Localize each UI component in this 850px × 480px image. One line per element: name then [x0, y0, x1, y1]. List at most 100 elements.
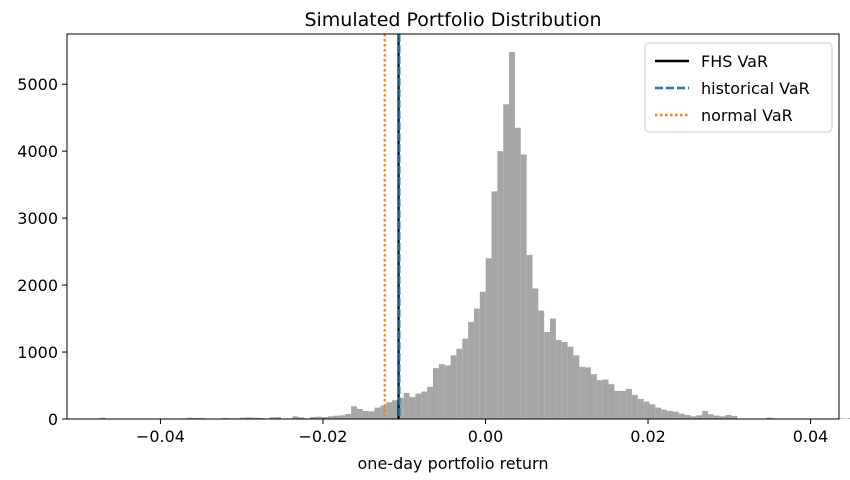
- histogram-bar: [251, 417, 258, 419]
- histogram-bar: [433, 368, 439, 419]
- y-tick-label: 4000: [17, 142, 58, 161]
- histogram-bar: [444, 365, 451, 419]
- y-axis: 0 1000 2000 3000 4000 5000: [17, 75, 67, 429]
- histogram-bar: [333, 415, 340, 419]
- histogram-bar: [713, 415, 720, 419]
- x-axis-label: one-day portfolio return: [358, 454, 549, 473]
- histogram-bar: [602, 379, 609, 419]
- histogram-bar: [655, 407, 662, 419]
- histogram-bar: [99, 417, 106, 419]
- histogram-bar: [661, 409, 668, 419]
- histogram-bar: [356, 408, 363, 419]
- histogram-bar: [351, 406, 357, 419]
- histogram-bar: [456, 348, 463, 419]
- histogram-bar: [538, 310, 545, 419]
- legend: FHS VaR historical VaR normal VaR: [644, 42, 833, 133]
- histogram-bar: [520, 154, 527, 420]
- histogram-bar: [672, 411, 679, 419]
- histogram-bar: [415, 393, 422, 419]
- histogram-bar: [380, 405, 387, 419]
- histogram-bar: [292, 416, 299, 419]
- histogram-bar: [222, 417, 229, 419]
- histogram-bar: [532, 288, 539, 419]
- y-tick-label: 2000: [17, 276, 58, 295]
- histogram-bar: [187, 417, 194, 419]
- histogram-bar: [368, 411, 375, 419]
- histogram-bar: [315, 416, 322, 419]
- histogram-bar: [468, 321, 474, 419]
- histogram-bar: [643, 401, 650, 419]
- histogram-bar: [608, 384, 615, 419]
- histogram-bar: [310, 416, 316, 419]
- y-tick-label: 3000: [17, 209, 58, 228]
- histogram-bar: [637, 398, 644, 419]
- legend-label: normal VaR: [701, 106, 793, 125]
- histogram-bar: [257, 417, 264, 419]
- histogram-bar: [345, 413, 352, 419]
- histogram-bar: [678, 413, 685, 419]
- x-axis: −0.04 −0.02 0.00 0.02 0.04: [136, 419, 828, 446]
- legend-box: [644, 42, 833, 133]
- histogram-bar: [596, 380, 603, 419]
- histogram-bar: [690, 416, 697, 419]
- histogram-bar: [392, 400, 398, 419]
- histogram-bar: [462, 338, 469, 419]
- histogram-bar: [561, 342, 568, 419]
- histogram-bar: [275, 416, 281, 419]
- var-lines: [383, 34, 401, 419]
- histogram-bar: [374, 407, 381, 419]
- histogram-bar: [573, 355, 580, 419]
- histogram-bar: [567, 346, 574, 419]
- histogram-bar: [579, 366, 586, 419]
- histogram-bar: [503, 104, 510, 419]
- histogram-bar: [497, 151, 504, 419]
- histogram-bar: [836, 418, 843, 419]
- histogram-bar: [245, 417, 252, 419]
- histogram-bar: [386, 402, 393, 419]
- histogram-bar: [620, 390, 627, 419]
- histogram-bar: [696, 415, 703, 419]
- histogram-bar: [421, 391, 428, 419]
- histogram-bar: [550, 318, 556, 419]
- histogram-bar: [327, 416, 334, 419]
- histogram-bar: [514, 127, 521, 419]
- histogram-bar: [631, 394, 638, 419]
- legend-label: historical VaR: [701, 79, 810, 98]
- histogram-bar: [438, 364, 445, 419]
- histogram-bar: [590, 374, 597, 419]
- histogram-bar: [766, 417, 773, 419]
- y-tick-label: 0: [48, 410, 58, 429]
- histogram-bar: [526, 254, 533, 419]
- histogram-bar: [708, 414, 714, 419]
- histogram-bar: [362, 410, 369, 419]
- histogram-bar: [684, 414, 691, 419]
- histogram-bar: [427, 386, 434, 419]
- x-tick-label: 0.02: [630, 427, 666, 446]
- histogram-bar: [544, 331, 551, 419]
- histogram-bar: [298, 417, 305, 419]
- histogram-bar: [848, 417, 850, 419]
- histogram-bar: [198, 417, 205, 419]
- histogram-bar: [649, 404, 656, 419]
- histogram-bar: [509, 52, 515, 420]
- histogram-bar: [473, 308, 480, 419]
- histogram-bar: [479, 291, 486, 419]
- x-tick-label: 0.00: [468, 427, 504, 446]
- histogram-bar: [626, 388, 632, 419]
- x-tick-label: 0.04: [793, 427, 829, 446]
- histogram-bar: [725, 414, 732, 419]
- histogram-bar: [450, 355, 457, 419]
- histogram-bar: [585, 367, 591, 419]
- x-tick-label: −0.04: [136, 427, 185, 446]
- histogram-bar: [491, 191, 498, 419]
- histogram-bar: [239, 417, 246, 419]
- legend-label: FHS VaR: [701, 52, 768, 71]
- histogram-bar: [409, 396, 416, 419]
- histogram-bar: [731, 415, 738, 419]
- x-tick-label: −0.02: [298, 427, 347, 446]
- histogram-bar: [614, 390, 621, 419]
- chart-title: Simulated Portfolio Distribution: [304, 9, 601, 31]
- histogram-bar: [339, 415, 346, 419]
- histogram-bar: [269, 417, 276, 419]
